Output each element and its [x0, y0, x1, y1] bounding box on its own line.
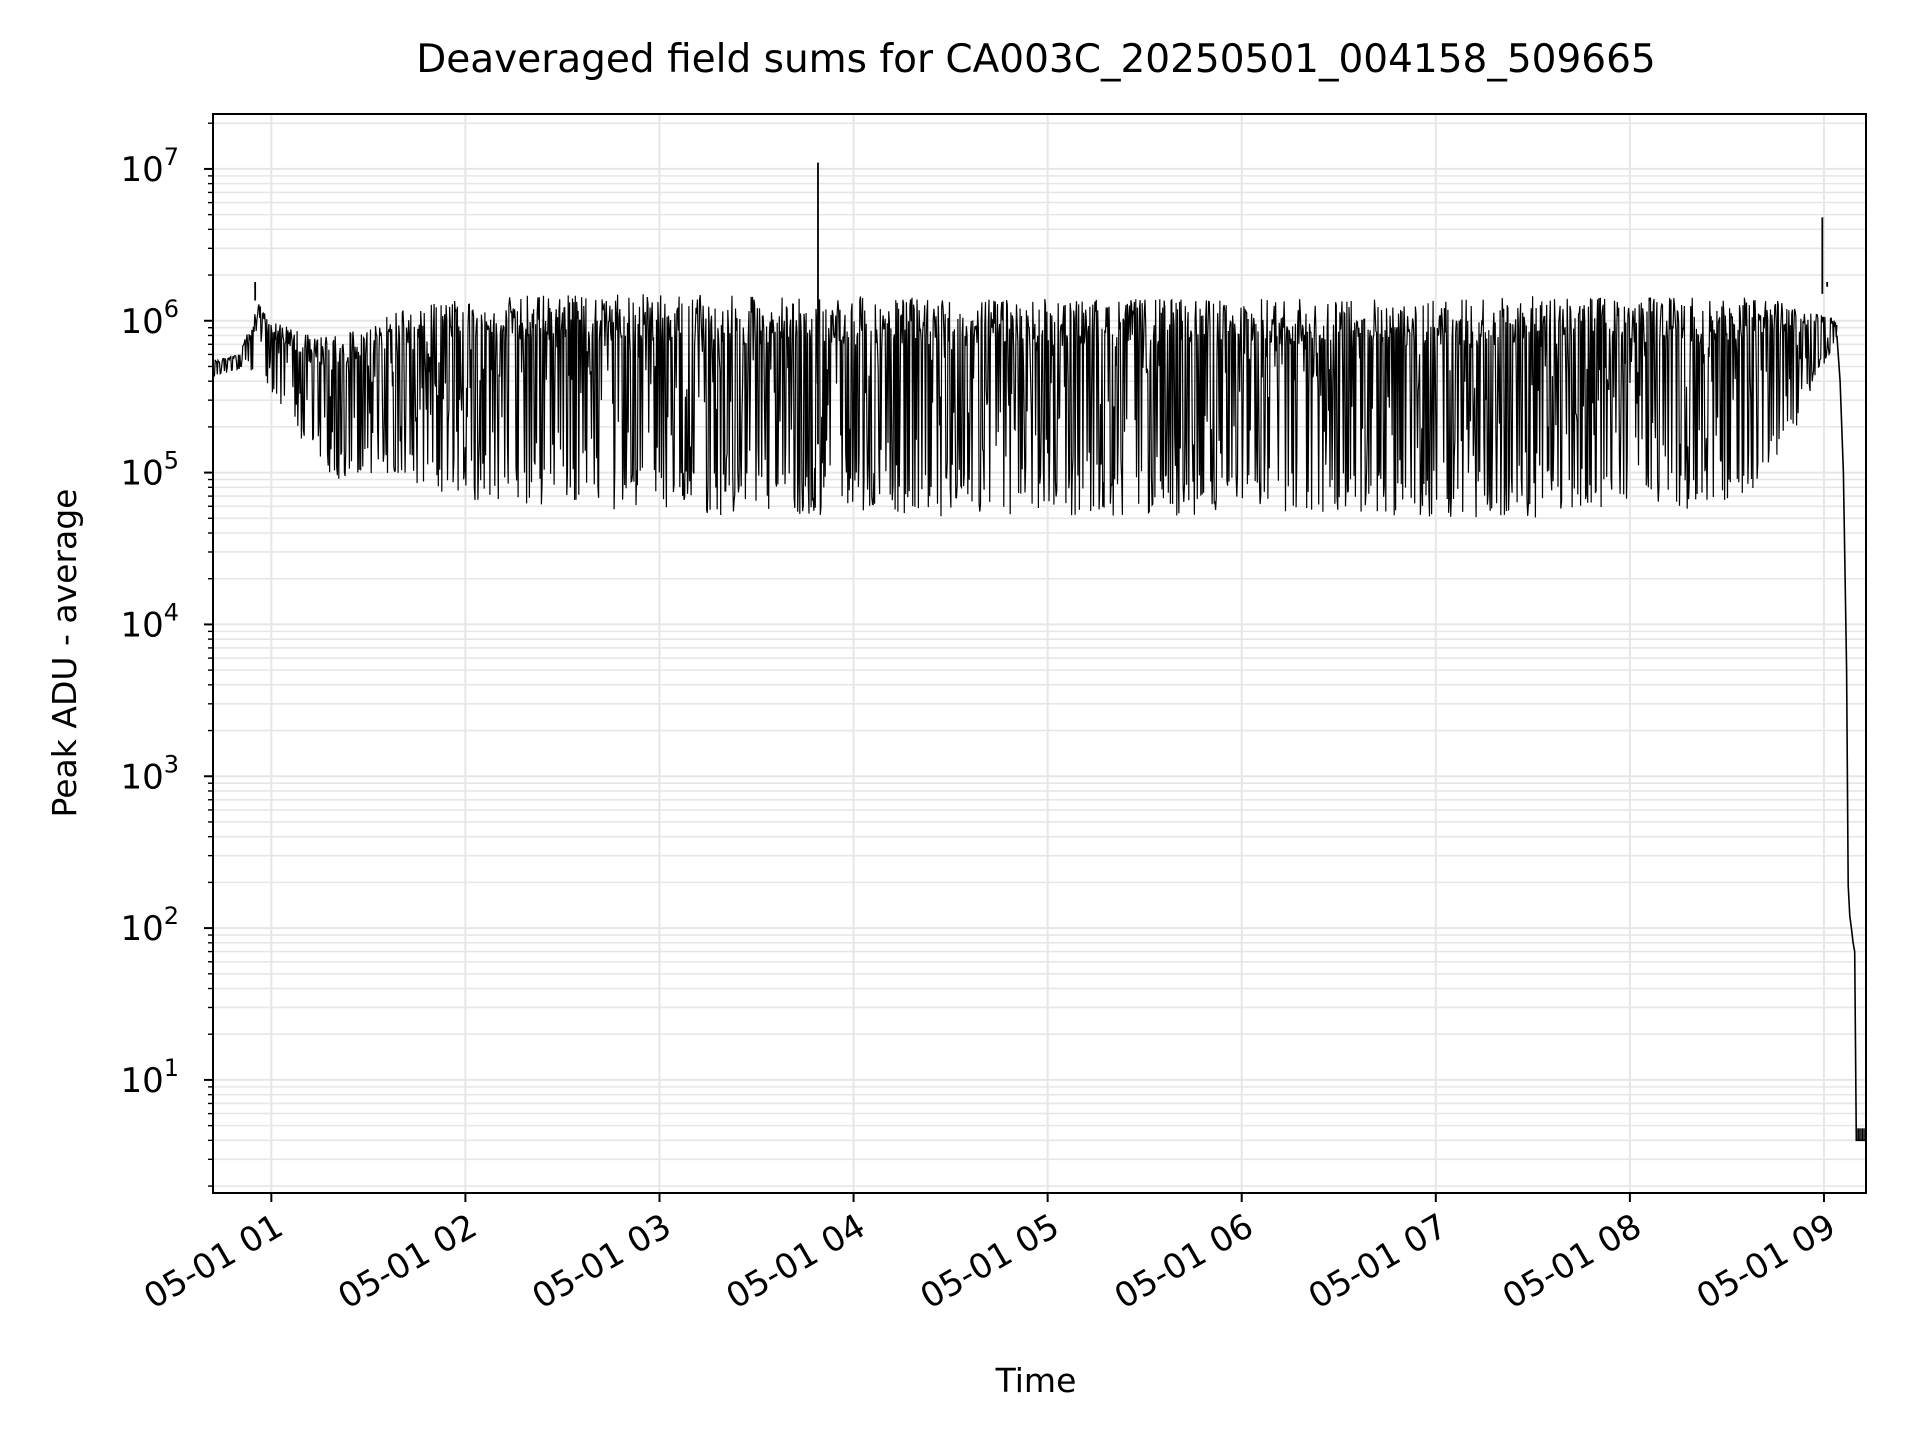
y-tick-label: 104: [120, 598, 179, 645]
x-tick-label: 05-01 04: [720, 1206, 872, 1317]
y-tick-label-exponent: 7: [164, 143, 179, 171]
y-tick-label: 101: [120, 1054, 179, 1101]
series-layer: [212, 162, 1866, 1142]
data-line-body: [212, 294, 1838, 518]
plot-frame: [212, 113, 1867, 1194]
x-tick-label: 05-01 02: [332, 1206, 484, 1317]
y-tick-label: 103: [120, 750, 179, 797]
y-tick-label-exponent: 6: [164, 295, 179, 323]
y-tick-label: 105: [120, 447, 179, 494]
y-tick-label-base: 10: [120, 909, 163, 949]
y-tick-label-base: 10: [120, 454, 163, 494]
y-tick-label-exponent: 1: [164, 1054, 179, 1082]
y-tick-label: 107: [120, 143, 179, 190]
x-tick-label: 05-01 05: [914, 1206, 1066, 1317]
y-tick-label-exponent: 4: [164, 598, 179, 626]
x-tick-label: 05-01 03: [526, 1206, 678, 1317]
x-tick-label: 05-01 07: [1302, 1206, 1454, 1317]
chart-title: Deaveraged field sums for CA003C_2025050…: [416, 37, 1656, 82]
y-tick-label-base: 10: [120, 1061, 163, 1101]
x-axis-label: Time: [995, 1361, 1077, 1400]
x-tick-label: 05-01 06: [1108, 1206, 1260, 1317]
y-tick-label-exponent: 5: [164, 447, 179, 475]
data-line-tail: [1836, 335, 1866, 1142]
y-axis-label: Peak ADU - average: [45, 489, 84, 818]
grid: [213, 114, 1866, 1193]
y-tick-label-exponent: 2: [164, 902, 179, 930]
y-tick-label-base: 10: [120, 605, 163, 645]
x-tick-label: 05-01 08: [1496, 1206, 1648, 1317]
y-tick-label: 102: [120, 902, 179, 949]
y-tick-label: 106: [120, 295, 179, 342]
y-tick-label-base: 10: [120, 302, 163, 342]
y-tick-label-exponent: 3: [164, 750, 179, 778]
x-tick-label: 05-01 01: [137, 1206, 289, 1317]
y-tick-label-base: 10: [120, 150, 163, 190]
x-tick-label: 05-01 09: [1690, 1206, 1842, 1317]
y-tick-label-base: 10: [120, 757, 163, 797]
